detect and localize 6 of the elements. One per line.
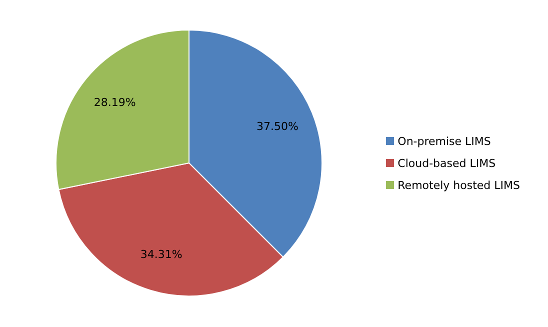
data-label: 28.19% [94,96,136,109]
data-label: 34.31% [140,248,182,262]
legend-label: Remotely hosted LIMS [398,178,520,192]
legend-label: Cloud-based LIMS [398,156,496,170]
legend-label: On-premise LIMS [398,134,491,148]
data-label: 37.50% [256,120,298,133]
